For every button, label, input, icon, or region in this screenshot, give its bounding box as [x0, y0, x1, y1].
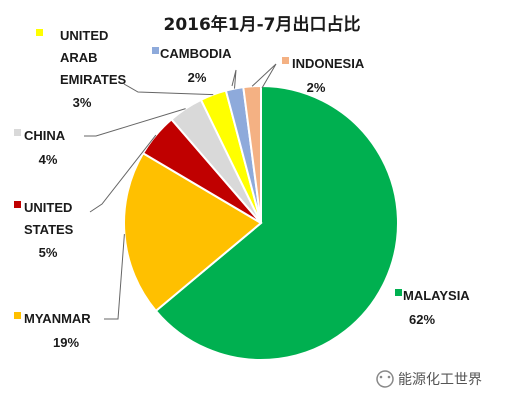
- value-label-myanmar: 19%: [53, 335, 79, 350]
- category-label-indonesia: INDONESIA: [292, 56, 365, 71]
- value-label-indonesia: 2%: [307, 80, 326, 95]
- chart-title: 2016年1月-7月出口占比: [163, 14, 360, 35]
- category-label-malaysia: MALAYSIA: [403, 288, 470, 303]
- wechat-icon: [376, 370, 394, 388]
- watermark-text: 能源化工世界: [398, 372, 482, 388]
- leader-line-united-states: [89, 134, 157, 213]
- leader-line-cambodia: [231, 69, 237, 89]
- value-label-cambodia: 2%: [188, 70, 207, 85]
- leader-line-myanmar: [104, 234, 125, 320]
- leader-line-china: [84, 108, 186, 137]
- category-label-united-arab-emirates: UNITED ARAB EMIRATES: [60, 28, 127, 87]
- value-label-malaysia: 62%: [409, 312, 435, 327]
- label-marker-united-arab-emirates: [36, 29, 43, 36]
- value-label-united-arab-emirates: 3%: [73, 95, 92, 110]
- watermark: 能源化工世界: [376, 370, 482, 388]
- leader-lines: [84, 63, 277, 320]
- value-label-united-states: 5%: [39, 245, 58, 260]
- pie-slice-myanmar: [123, 151, 263, 313]
- label-marker-indonesia: [282, 57, 289, 64]
- category-label-cambodia: CAMBODIA: [160, 46, 232, 61]
- value-label-china: 4%: [39, 152, 58, 167]
- category-label-united-states: UNITED STATES: [24, 200, 74, 237]
- pie-slices: [123, 84, 399, 361]
- leader-line-united-arab-emirates: [123, 83, 214, 96]
- label-marker-united-states: [14, 201, 21, 208]
- label-marker-cambodia: [152, 47, 159, 54]
- label-marker-myanmar: [14, 312, 21, 319]
- slice-labels: MALAYSIA 62% MYANMAR 19% UNITED STATES 5% CHINA…: [14, 28, 470, 350]
- pie-slice-malaysia: [154, 84, 399, 361]
- label-marker-malaysia: [395, 289, 402, 296]
- leader-line-indonesia: [251, 63, 277, 89]
- category-label-china: CHINA: [24, 128, 66, 143]
- category-label-myanmar: MYANMAR: [24, 311, 91, 326]
- label-marker-china: [14, 129, 21, 136]
